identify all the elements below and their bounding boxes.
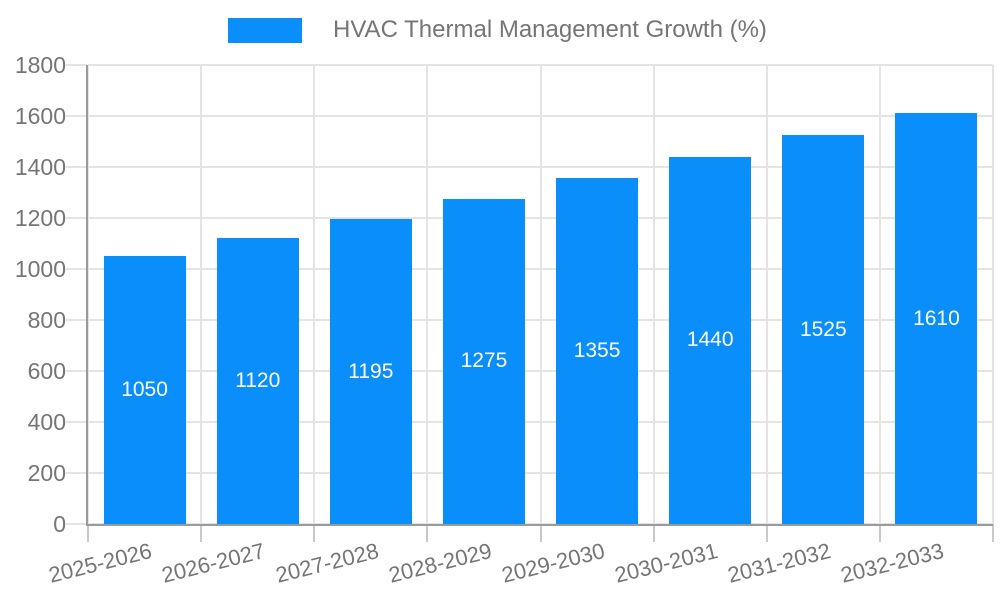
y-axis-tick [66, 217, 87, 219]
v-gridline [652, 65, 655, 524]
bar-value-label: 1195 [348, 359, 394, 383]
x-axis-tick-label: 2027-2028 [272, 538, 381, 588]
bar-value-label: 1355 [573, 339, 621, 363]
y-axis-tick-label: 800 [27, 307, 66, 333]
x-axis-tick-label: 2029-2030 [498, 538, 608, 588]
bar-value-label: 1050 [121, 378, 168, 402]
x-axis-tick [652, 524, 655, 542]
x-axis-tick [539, 524, 542, 542]
x-axis-tick [313, 524, 316, 542]
v-gridline [992, 65, 994, 524]
x-axis-tick-label: 2030-2031 [612, 538, 721, 588]
y-axis-tick-label: 1200 [14, 205, 66, 231]
y-axis-tick [66, 319, 87, 321]
bar[interactable]: 1440 [669, 156, 752, 524]
bar-value-label: 1440 [686, 328, 734, 352]
v-gridline [200, 65, 203, 524]
x-axis-tick-label: 2026-2027 [159, 538, 268, 588]
v-gridline [878, 65, 881, 524]
legend-item[interactable]: HVAC Thermal Management Growth (%) [228, 17, 767, 43]
y-axis-tick [66, 166, 87, 168]
y-axis-tick [66, 421, 87, 423]
y-axis-tick-label: 600 [27, 358, 66, 384]
bar[interactable]: 1355 [556, 178, 639, 524]
y-axis-tick-label: 1000 [14, 256, 66, 282]
bar[interactable]: 1120 [216, 238, 299, 524]
x-axis-tick [87, 524, 89, 542]
bar-value-label: 1120 [235, 369, 281, 393]
y-axis-tick-label: 200 [27, 460, 66, 486]
y-axis-tick [66, 64, 87, 66]
y-axis-tick [66, 268, 87, 270]
x-axis-tick [878, 524, 881, 542]
bar[interactable]: 1050 [103, 256, 186, 524]
y-axis-tick [66, 115, 87, 117]
bar-value-label: 1275 [460, 349, 508, 373]
v-gridline [87, 65, 89, 524]
v-gridline [313, 65, 316, 524]
bar-value-label: 1610 [913, 306, 960, 330]
bar[interactable]: 1525 [782, 135, 865, 524]
x-axis-tick-label: 2031-2032 [725, 538, 834, 588]
y-axis-tick [66, 523, 87, 525]
y-axis-tick-label: 1400 [14, 154, 66, 180]
v-gridline [426, 65, 429, 524]
x-axis-tick-label: 2025-2026 [46, 538, 155, 588]
x-axis-tick [765, 524, 768, 542]
v-gridline [539, 65, 542, 524]
y-axis-tick-label: 0 [53, 511, 66, 537]
y-axis-tick [66, 370, 87, 372]
bar-value-label: 1525 [799, 317, 847, 341]
legend-swatch [228, 17, 302, 43]
v-gridline [765, 65, 768, 524]
bar[interactable]: 1610 [895, 113, 978, 524]
x-axis-tick [200, 524, 203, 542]
x-axis-tick-label: 2028-2029 [385, 538, 494, 588]
legend-label: HVAC Thermal Management Growth (%) [333, 16, 767, 43]
y-axis-tick-label: 400 [27, 409, 66, 435]
x-axis-line [86, 524, 993, 526]
x-axis-tick-label: 2032-2033 [838, 538, 947, 588]
x-axis-tick [426, 524, 429, 542]
y-axis-tick-label: 1600 [14, 103, 66, 129]
y-axis-tick [66, 472, 87, 474]
y-axis-line [86, 65, 88, 526]
bar[interactable]: 1275 [442, 198, 525, 524]
bar[interactable]: 1195 [329, 219, 412, 524]
plot-area: 1050 1120 1195 1275 1355 1440 1525 1610 [87, 64, 994, 525]
y-axis-tick-label: 1800 [14, 52, 66, 78]
x-axis-tick [992, 524, 994, 542]
